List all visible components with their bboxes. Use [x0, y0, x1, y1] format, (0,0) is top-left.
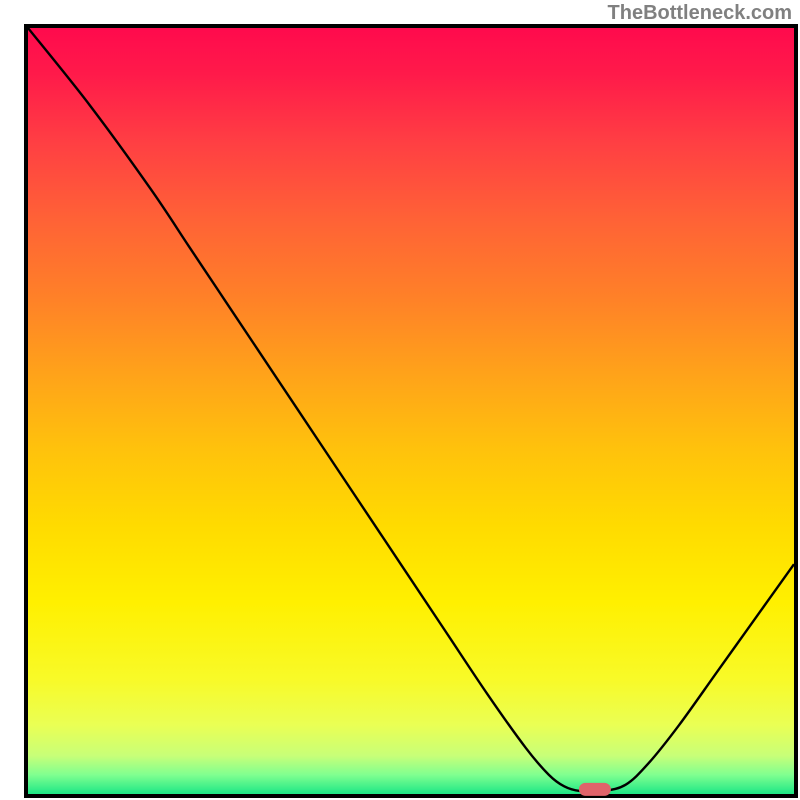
watermark-text: TheBottleneck.com: [608, 2, 792, 25]
optimal-marker: [579, 783, 611, 795]
chart-curve: [28, 28, 794, 794]
chart-frame: [24, 24, 798, 798]
